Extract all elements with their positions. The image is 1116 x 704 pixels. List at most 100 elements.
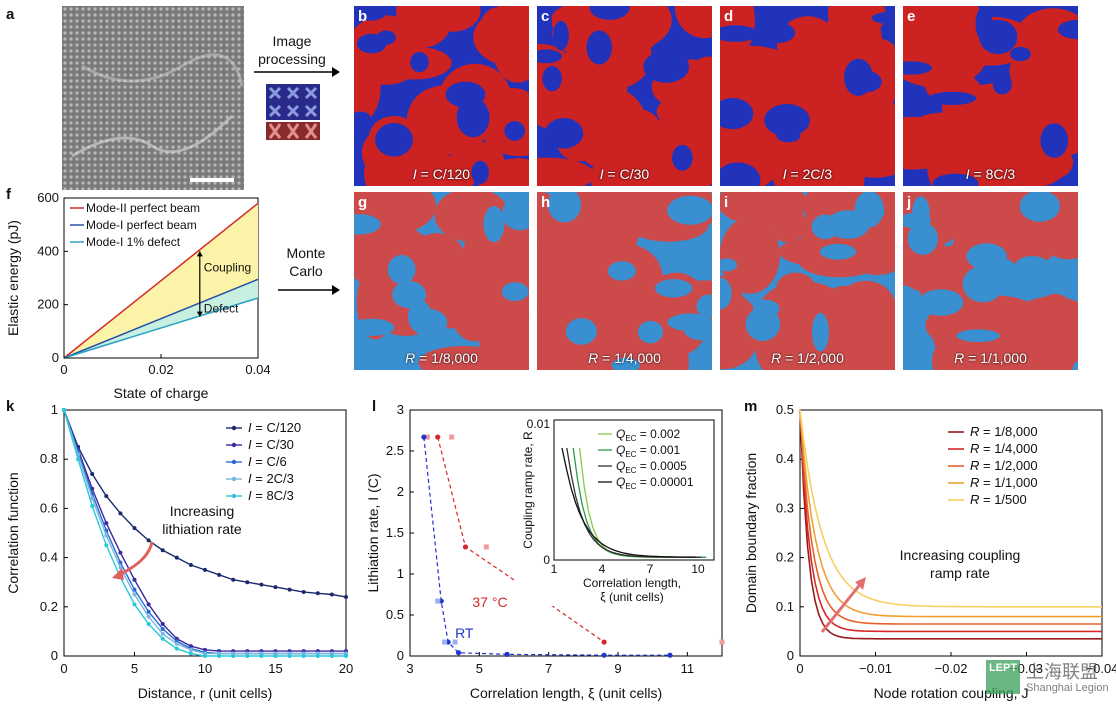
caption-variable: I [412,166,417,182]
data-point [132,592,137,597]
x-axis-label: State of charge [114,385,209,401]
coupling-label: Coupling [204,260,251,274]
domain-hole [504,120,525,141]
data-point [174,555,179,560]
rt-point [504,651,510,657]
inset-x-tick: 4 [599,562,606,576]
domain-hole [354,214,381,235]
legend-val: = C/120 [252,420,302,435]
domain-blob [474,158,529,186]
domain-hole [1019,192,1060,222]
domain-hole [966,243,1007,270]
image-processing-label: Image processing [244,32,340,68]
data-point [231,577,236,582]
data-point [344,594,348,599]
legend-label: R = 1/8,000 [970,424,1038,439]
data-point [104,521,109,526]
map-caption: I = C/120 [354,166,529,182]
mc-map-svg [720,192,895,370]
y-tick-label: 200 [37,297,59,312]
domain-hole [672,144,693,171]
data-point [301,590,306,595]
inset-x-tick: 10 [691,562,705,576]
x-tick-label: −0.04 [1086,661,1116,676]
domain-hole [811,214,840,240]
legend-sub: EC [625,434,636,443]
domain-hole [589,6,630,20]
rt-point [601,652,607,658]
legend-val: = 1/500 [979,492,1026,507]
domain-hole [1040,123,1069,158]
domain-hole [471,160,489,185]
y-tick-label: 0.3 [776,500,794,515]
legend-label: R = 1/1,000 [970,475,1038,490]
legend-label: R = 1/4,000 [970,441,1038,456]
mc-map-svg [354,192,529,370]
increasing-coupling-arrow [820,581,864,633]
panel-label-j: j [907,194,912,211]
data-point [118,565,123,570]
mc-map-j: j R = 1/1,000 [903,192,1078,370]
domain-hole [502,196,529,231]
data-point [76,457,81,462]
hot-point [601,639,607,645]
y-tick-label: 1.5 [386,525,404,540]
inset-y-tick: 0.01 [527,417,551,431]
domain-hole [654,279,693,298]
caption-value: = 1/8,000 [415,350,478,366]
series-line-1 [63,278,259,359]
y-tick-label: 1 [397,566,404,581]
data-point [287,654,292,658]
data-point [259,582,264,587]
y-tick-label: 0 [51,648,58,663]
mc-text-line1: Monte [286,245,326,261]
domain-hole [643,50,690,83]
data-point [160,631,165,636]
data-point [104,494,109,499]
legend-val: = 1/4,000 [979,441,1037,456]
panel-label-e: e [907,8,916,25]
data-point [146,614,151,619]
data-point [188,647,193,652]
data-point [146,602,151,607]
data-point [203,654,207,658]
x-tick-label: 9 [614,661,621,676]
domain-hole [773,114,801,131]
map-caption: R = 1/4,000 [537,350,712,366]
domain-hole [586,30,612,65]
y-tick-label: 0 [397,648,404,663]
x-tick-label: 15 [268,661,282,676]
legend-val: = C/30 [252,437,294,452]
map-caption: R = 1/2,000 [720,350,895,366]
x-axis-label: Correlation length, ξ (unit cells) [470,685,662,701]
series-line-0 [799,409,1102,640]
top-map-svg [903,6,1078,186]
domain-hole [854,192,884,228]
map-caption: I = 8C/3 [903,166,1078,182]
annotation-line1: Increasing [170,503,235,519]
rt-point [421,434,427,440]
legend-val: = 1/8,000 [979,424,1037,439]
rt-label: RT [455,625,474,641]
mc-map-svg [903,192,1078,370]
x-tick-label: 7 [545,661,552,676]
data-point [315,654,320,658]
scale-bar [190,178,234,182]
legend-val: = 0.002 [636,427,680,441]
mc-map-svg [537,192,712,370]
panel-label-b: b [358,8,368,25]
caption-value: = 2C/3 [786,166,833,182]
panel-label-a: a [6,6,15,23]
domain-hole [871,11,895,25]
y-tick-label: 2.5 [386,443,404,458]
caption-value: = 1/4,000 [598,350,661,366]
x-tick-label: 0.02 [148,362,173,377]
domain-hole [1009,46,1031,62]
legend-var: R [970,424,979,439]
hot-label: 37 °C [472,594,507,610]
domain-hole [410,51,429,73]
y-axis-label: Domain boundary fraction [743,453,759,613]
domain-hole [565,318,598,345]
legend-val: = 0.001 [636,443,680,457]
domain-hole [720,25,759,42]
